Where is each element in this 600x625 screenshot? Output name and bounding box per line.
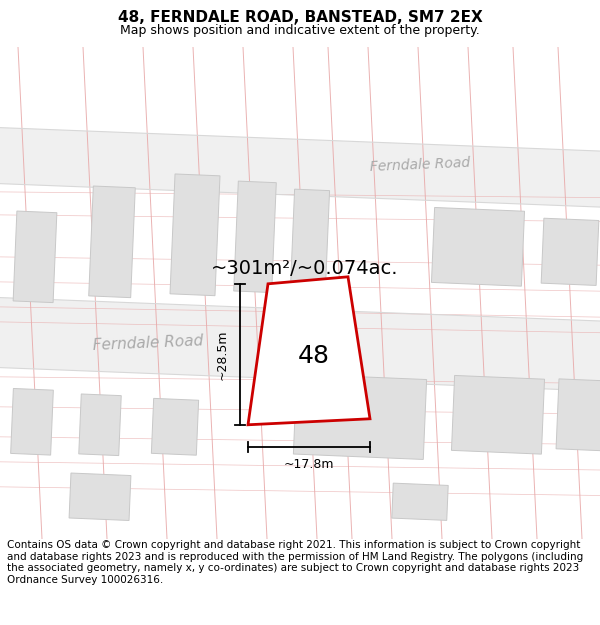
Polygon shape	[293, 374, 427, 459]
Text: Ferndale Road: Ferndale Road	[370, 156, 470, 174]
Polygon shape	[0, 297, 600, 392]
Polygon shape	[556, 379, 600, 451]
Polygon shape	[431, 208, 524, 286]
Polygon shape	[69, 473, 131, 521]
Text: 48: 48	[298, 344, 329, 368]
Text: ~17.8m: ~17.8m	[284, 458, 334, 471]
Polygon shape	[290, 189, 329, 291]
Polygon shape	[11, 389, 53, 455]
Polygon shape	[234, 181, 276, 292]
Polygon shape	[451, 376, 545, 454]
Polygon shape	[248, 277, 370, 425]
Polygon shape	[13, 211, 57, 302]
Polygon shape	[392, 483, 448, 521]
Text: Contains OS data © Crown copyright and database right 2021. This information is : Contains OS data © Crown copyright and d…	[7, 540, 583, 585]
Text: Ferndale Road: Ferndale Road	[92, 333, 203, 352]
Polygon shape	[541, 218, 599, 286]
Polygon shape	[170, 174, 220, 296]
Polygon shape	[89, 186, 135, 298]
Text: ~301m²/~0.074ac.: ~301m²/~0.074ac.	[211, 259, 399, 278]
Text: Map shows position and indicative extent of the property.: Map shows position and indicative extent…	[120, 24, 480, 36]
Text: ~28.5m: ~28.5m	[215, 329, 229, 379]
Polygon shape	[79, 394, 121, 456]
Text: 48, FERNDALE ROAD, BANSTEAD, SM7 2EX: 48, FERNDALE ROAD, BANSTEAD, SM7 2EX	[118, 10, 482, 25]
Polygon shape	[151, 398, 199, 455]
Polygon shape	[0, 127, 600, 208]
